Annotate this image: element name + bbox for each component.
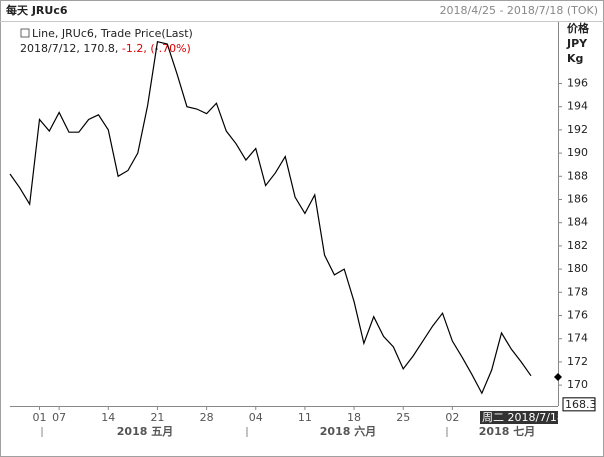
month-label: 2018 六月 — [320, 424, 376, 438]
legend-series: Line, JRUc6, Trade Price(Last) — [32, 27, 193, 40]
x-tick-label: 14 — [101, 411, 115, 424]
y-tick-label: 174 — [567, 332, 588, 345]
y-tick-label: 186 — [567, 192, 588, 205]
x-tick-label: 25 — [396, 411, 410, 424]
y-tick-label: 170 — [567, 378, 588, 391]
y-tick-label: 188 — [567, 169, 588, 182]
last-value-marker — [554, 372, 562, 381]
x-tick-label: 21 — [150, 411, 164, 424]
y-tick-label: 190 — [567, 146, 588, 159]
month-label: 2018 七月 — [479, 424, 535, 438]
y-axis-label: 价格 — [567, 21, 590, 35]
date-range: 2018/4/25 - 2018/7/18 (TOK) — [440, 4, 598, 17]
x-tick-label: 28 — [200, 411, 214, 424]
x-tick-label: 18 — [347, 411, 361, 424]
cursor-date-label: 周二 2018/7/18 — [482, 411, 564, 424]
y-tick-label: 176 — [567, 309, 588, 322]
month-label: 2018 五月 — [117, 425, 173, 438]
series-line — [9, 40, 532, 395]
x-tick-label: 01 — [32, 411, 46, 424]
y-tick-label: 172 — [567, 355, 588, 368]
cursor-date-box — [480, 411, 558, 424]
x-tick-label: 04 — [249, 411, 263, 424]
x-tick-label: 07 — [52, 411, 66, 424]
x-tick-label: 02 — [445, 411, 459, 424]
chart-title: 每天 JRUc6 — [6, 3, 68, 17]
legend-last-point: 2018/7/12, 170.8, — [20, 42, 122, 55]
legend-icon — [20, 28, 30, 38]
y-tick-label: 180 — [567, 262, 588, 275]
y-tick-label: 182 — [567, 239, 588, 252]
cursor-value-box — [562, 397, 596, 412]
x-tick-label: 11 — [298, 411, 312, 424]
y-tick-label: 184 — [567, 216, 588, 229]
cursor-value-label: 168.3 — [565, 398, 597, 411]
y-axis-label: Kg — [567, 52, 583, 65]
y-tick-label: 192 — [567, 123, 588, 136]
y-axis-label: JPY — [566, 37, 588, 50]
y-tick-label: 178 — [567, 285, 588, 298]
y-tick-label: 196 — [567, 76, 588, 89]
legend-last: 2018/7/12, 170.8, -1.2, (-.70%) — [20, 42, 191, 55]
y-tick-label: 194 — [567, 100, 588, 113]
